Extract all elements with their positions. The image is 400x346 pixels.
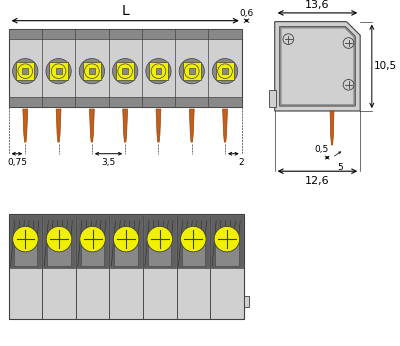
Polygon shape <box>275 22 360 111</box>
Bar <box>144 215 176 268</box>
Polygon shape <box>223 109 228 142</box>
Circle shape <box>46 58 71 84</box>
Circle shape <box>214 226 240 252</box>
Bar <box>114 236 138 265</box>
Bar <box>149 62 168 80</box>
Bar <box>216 62 234 80</box>
Bar <box>183 62 201 80</box>
Polygon shape <box>189 109 194 142</box>
Circle shape <box>180 226 206 252</box>
Text: 10,5: 10,5 <box>374 61 397 71</box>
Bar <box>76 214 109 319</box>
Bar <box>9 29 242 39</box>
Bar <box>14 236 37 265</box>
Text: 0,6: 0,6 <box>240 9 254 18</box>
Bar <box>215 236 239 265</box>
Bar <box>269 90 276 107</box>
Bar <box>178 215 209 268</box>
Bar <box>43 215 75 268</box>
Bar <box>81 236 104 265</box>
Circle shape <box>46 226 72 252</box>
Bar <box>77 215 108 268</box>
Polygon shape <box>90 109 94 142</box>
Bar <box>9 29 242 107</box>
Polygon shape <box>56 109 61 142</box>
Bar <box>156 68 161 74</box>
Circle shape <box>283 34 294 45</box>
Circle shape <box>79 58 104 84</box>
Text: 0,75: 0,75 <box>8 158 28 167</box>
Bar <box>182 236 205 265</box>
Bar <box>10 215 41 268</box>
Text: 13,6: 13,6 <box>305 0 330 10</box>
Circle shape <box>13 58 38 84</box>
Polygon shape <box>282 28 353 104</box>
Bar <box>9 97 242 107</box>
Circle shape <box>146 58 171 84</box>
Bar <box>83 62 101 80</box>
Bar <box>210 214 244 319</box>
Polygon shape <box>156 109 161 142</box>
Circle shape <box>212 58 238 84</box>
Polygon shape <box>280 27 355 106</box>
Bar <box>148 236 172 265</box>
Bar <box>89 68 95 74</box>
Bar <box>189 68 195 74</box>
Circle shape <box>147 226 172 252</box>
Circle shape <box>13 226 38 252</box>
Bar <box>56 68 62 74</box>
Bar <box>109 214 143 319</box>
Circle shape <box>343 38 354 48</box>
Bar <box>50 62 68 80</box>
Bar <box>211 215 243 268</box>
Text: 0,5: 0,5 <box>314 145 328 154</box>
Bar <box>143 214 176 319</box>
Bar <box>244 295 250 307</box>
Bar <box>110 215 142 268</box>
Bar <box>47 236 71 265</box>
Bar <box>42 214 76 319</box>
Bar <box>122 68 128 74</box>
Circle shape <box>112 58 138 84</box>
Text: 12,6: 12,6 <box>305 176 330 186</box>
Text: 5: 5 <box>337 163 343 172</box>
Circle shape <box>113 226 139 252</box>
Bar <box>176 214 210 319</box>
Text: 3,5: 3,5 <box>102 158 116 167</box>
Text: 2: 2 <box>238 158 244 167</box>
Circle shape <box>80 226 105 252</box>
Text: L: L <box>121 4 129 18</box>
Bar <box>22 68 28 74</box>
Circle shape <box>343 80 354 90</box>
Bar <box>16 62 34 80</box>
Polygon shape <box>330 111 334 145</box>
Circle shape <box>179 58 204 84</box>
Polygon shape <box>23 109 28 142</box>
Bar <box>9 214 244 319</box>
Bar <box>116 62 134 80</box>
Bar <box>222 68 228 74</box>
Polygon shape <box>123 109 128 142</box>
Bar <box>9 214 42 319</box>
